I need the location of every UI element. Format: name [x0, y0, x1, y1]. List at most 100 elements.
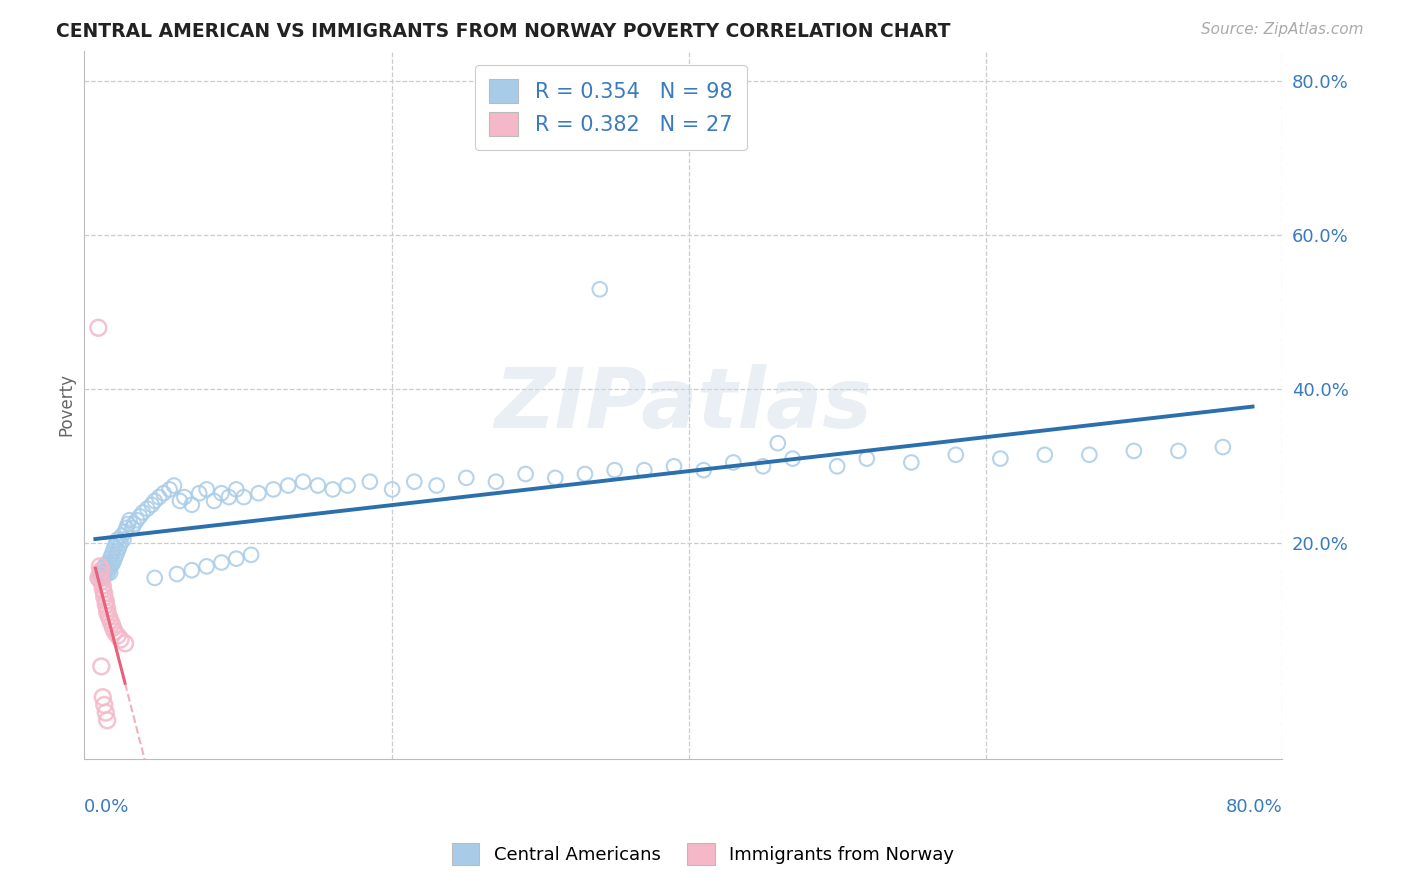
- Point: [94, 558, 117, 572]
- Point: [91, 690, 114, 705]
- Point: [93, 590, 115, 604]
- Point: [89, 559, 111, 574]
- Point: [143, 494, 166, 508]
- Point: [110, 632, 132, 647]
- Point: [195, 483, 218, 497]
- Point: [247, 486, 270, 500]
- Point: [1078, 448, 1101, 462]
- Legend: R = 0.354   N = 98, R = 0.382   N = 27: R = 0.354 N = 98, R = 0.382 N = 27: [475, 64, 747, 150]
- Point: [125, 513, 148, 527]
- Point: [1212, 440, 1234, 454]
- Point: [202, 494, 225, 508]
- Point: [404, 475, 426, 489]
- Point: [132, 506, 155, 520]
- Point: [211, 556, 233, 570]
- Point: [91, 571, 114, 585]
- Text: CENTRAL AMERICAN VS IMMIGRANTS FROM NORWAY POVERTY CORRELATION CHART: CENTRAL AMERICAN VS IMMIGRANTS FROM NORW…: [56, 22, 950, 41]
- Point: [96, 601, 118, 615]
- Point: [163, 478, 186, 492]
- Point: [103, 621, 125, 635]
- Point: [232, 490, 254, 504]
- Point: [723, 455, 745, 469]
- Legend: Central Americans, Immigrants from Norway: Central Americans, Immigrants from Norwa…: [443, 834, 963, 874]
- Point: [1167, 444, 1189, 458]
- Point: [180, 563, 202, 577]
- Point: [91, 579, 114, 593]
- Point: [211, 486, 233, 500]
- Point: [225, 483, 247, 497]
- Point: [603, 463, 626, 477]
- Point: [96, 714, 118, 728]
- Point: [93, 559, 115, 574]
- Point: [166, 567, 188, 582]
- Point: [128, 509, 150, 524]
- Point: [89, 567, 111, 582]
- Point: [93, 586, 115, 600]
- Point: [381, 483, 404, 497]
- Point: [100, 617, 122, 632]
- Point: [152, 486, 174, 500]
- Point: [225, 551, 247, 566]
- Point: [122, 516, 145, 531]
- Point: [91, 582, 114, 597]
- Point: [118, 513, 141, 527]
- Point: [766, 436, 789, 450]
- Point: [90, 574, 112, 589]
- Point: [322, 483, 344, 497]
- Point: [136, 501, 159, 516]
- Point: [104, 540, 127, 554]
- Point: [589, 282, 612, 296]
- Point: [195, 559, 218, 574]
- Point: [87, 571, 110, 585]
- Point: [107, 629, 129, 643]
- Point: [96, 606, 118, 620]
- Point: [93, 568, 115, 582]
- Point: [97, 556, 120, 570]
- Point: [218, 490, 240, 504]
- Point: [97, 609, 120, 624]
- Point: [90, 563, 112, 577]
- Point: [100, 558, 122, 572]
- Point: [93, 698, 115, 712]
- Point: [262, 483, 284, 497]
- Point: [107, 533, 129, 547]
- Point: [114, 636, 136, 650]
- Point: [98, 613, 121, 627]
- Point: [105, 536, 128, 550]
- Point: [240, 548, 263, 562]
- Point: [277, 478, 299, 492]
- Point: [141, 498, 163, 512]
- Point: [856, 451, 879, 466]
- Point: [94, 594, 117, 608]
- Point: [98, 551, 121, 566]
- Point: [90, 568, 112, 582]
- Point: [752, 459, 775, 474]
- Point: [169, 494, 191, 508]
- Point: [633, 463, 655, 477]
- Text: 0.0%: 0.0%: [83, 797, 129, 815]
- Point: [94, 563, 117, 577]
- Point: [112, 533, 135, 547]
- Point: [173, 490, 195, 504]
- Point: [94, 706, 117, 720]
- Point: [188, 486, 211, 500]
- Point: [1033, 448, 1056, 462]
- Point: [96, 567, 118, 582]
- Point: [359, 475, 381, 489]
- Text: ZIPatlas: ZIPatlas: [494, 364, 872, 445]
- Point: [292, 475, 315, 489]
- Point: [574, 467, 596, 481]
- Point: [1122, 444, 1144, 458]
- Point: [900, 455, 922, 469]
- Point: [96, 561, 118, 575]
- Point: [945, 448, 967, 462]
- Text: 80.0%: 80.0%: [1226, 797, 1282, 815]
- Point: [485, 475, 508, 489]
- Point: [148, 490, 170, 504]
- Point: [121, 521, 143, 535]
- Point: [87, 571, 110, 585]
- Point: [456, 471, 478, 485]
- Point: [110, 536, 132, 550]
- Text: Source: ZipAtlas.com: Source: ZipAtlas.com: [1201, 22, 1364, 37]
- Point: [89, 567, 111, 582]
